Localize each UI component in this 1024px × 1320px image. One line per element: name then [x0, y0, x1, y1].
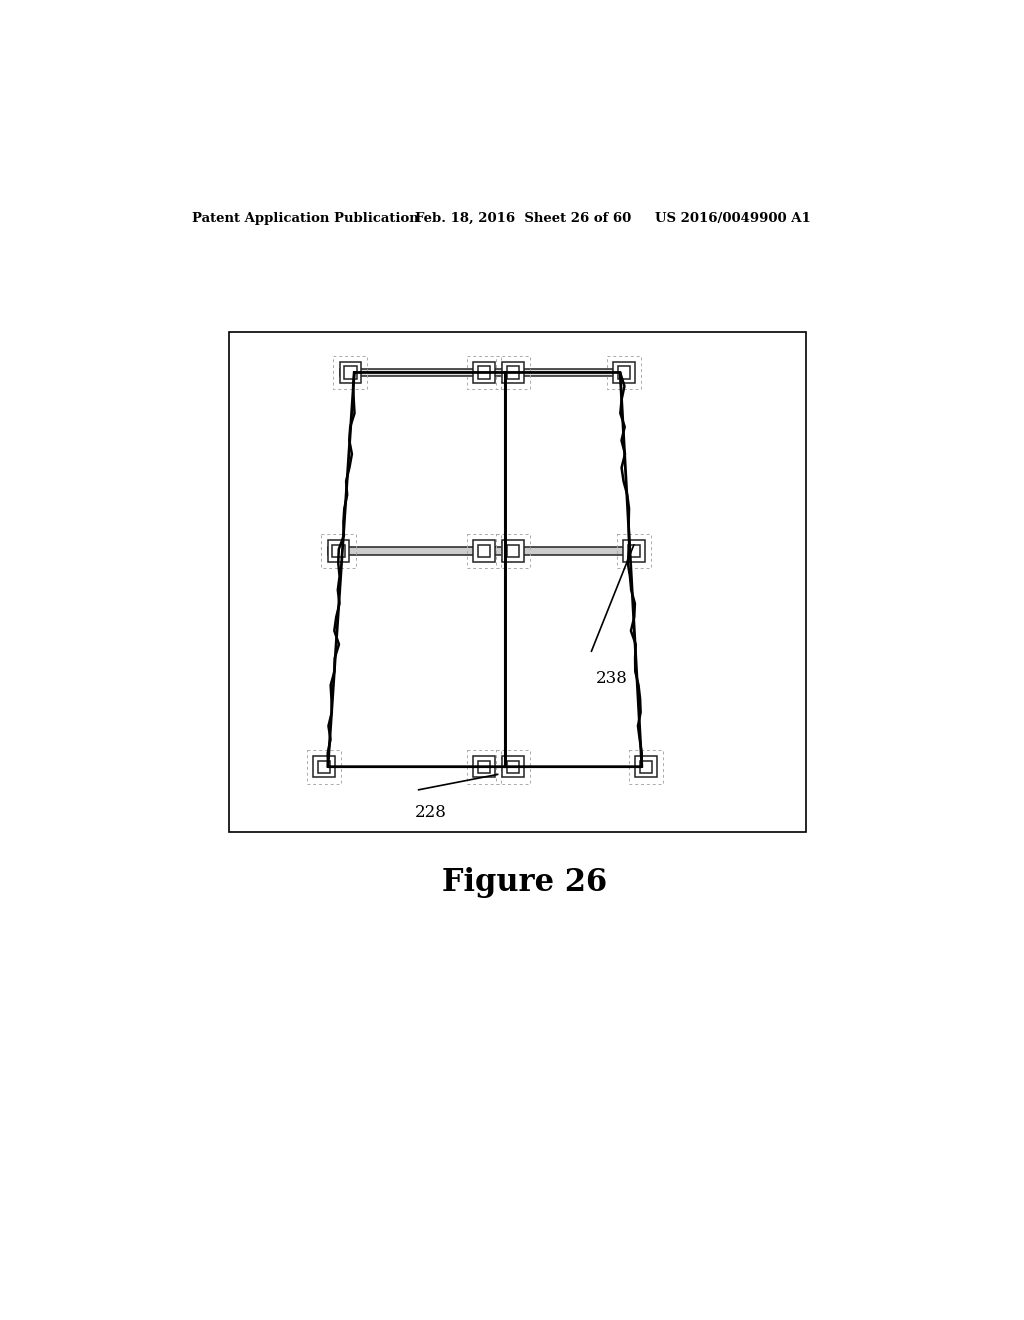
Bar [340, 362, 361, 383]
Bar [477, 367, 489, 379]
Bar [623, 540, 645, 562]
Bar [329, 548, 644, 554]
Bar [344, 367, 356, 379]
Bar [507, 760, 519, 774]
Bar [332, 545, 345, 557]
Bar [503, 756, 524, 777]
Bar [307, 750, 341, 784]
Bar [496, 355, 530, 389]
Bar [328, 540, 349, 562]
Bar [616, 535, 651, 568]
Bar [628, 545, 640, 557]
Bar [467, 750, 501, 784]
Bar [477, 545, 489, 557]
Bar [313, 756, 335, 777]
Bar [629, 750, 663, 784]
Bar [640, 760, 652, 774]
Bar [322, 535, 355, 568]
Bar [496, 535, 530, 568]
Bar [467, 355, 501, 389]
Text: 228: 228 [415, 804, 446, 821]
Bar [617, 367, 630, 379]
Bar [467, 535, 501, 568]
Bar [613, 362, 635, 383]
Bar [503, 362, 524, 383]
Bar [317, 760, 331, 774]
Text: US 2016/0049900 A1: US 2016/0049900 A1 [655, 213, 811, 224]
Bar [635, 756, 656, 777]
Text: 238: 238 [595, 671, 627, 688]
Bar [496, 750, 530, 784]
Bar [334, 355, 368, 389]
Bar [507, 545, 519, 557]
Text: Feb. 18, 2016  Sheet 26 of 60: Feb. 18, 2016 Sheet 26 of 60 [415, 213, 631, 224]
Bar [503, 540, 524, 562]
Bar [340, 368, 634, 376]
Bar [473, 362, 495, 383]
Bar [507, 367, 519, 379]
Bar [473, 540, 495, 562]
Bar [228, 331, 806, 832]
Bar [473, 756, 495, 777]
Bar [607, 355, 641, 389]
Text: Patent Application Publication: Patent Application Publication [193, 213, 419, 224]
Text: Figure 26: Figure 26 [442, 867, 607, 898]
Bar [477, 760, 489, 774]
